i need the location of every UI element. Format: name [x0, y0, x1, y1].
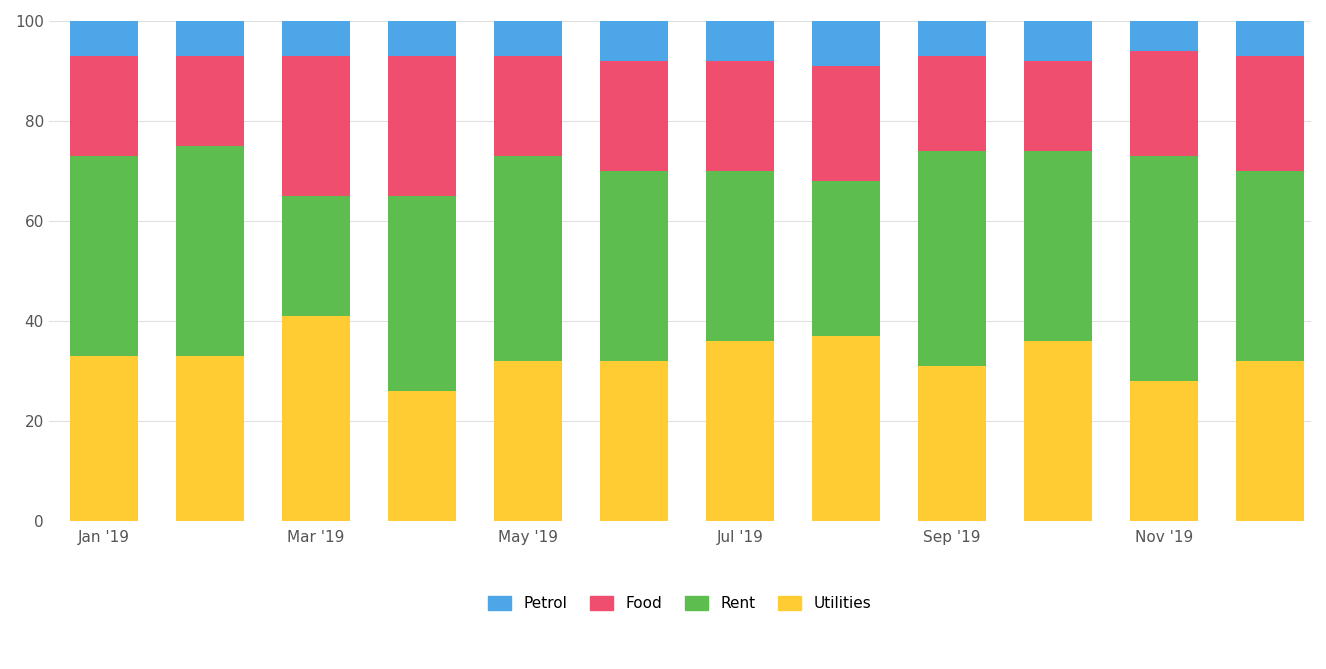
Bar — [1130, 156, 1164, 381]
Bar — [316, 316, 350, 520]
Bar — [707, 341, 740, 520]
Bar — [813, 66, 846, 181]
Bar — [70, 356, 105, 520]
Bar — [282, 21, 316, 56]
Bar — [176, 56, 210, 146]
Bar — [846, 21, 880, 66]
Bar — [952, 366, 985, 520]
Bar — [528, 21, 562, 56]
Bar — [707, 61, 740, 171]
Bar — [601, 61, 634, 171]
Bar — [105, 21, 138, 56]
Bar — [1164, 21, 1197, 51]
Bar — [952, 21, 985, 56]
Bar — [634, 171, 668, 361]
Bar — [707, 21, 740, 61]
Bar — [210, 21, 244, 56]
Bar — [389, 21, 422, 56]
Bar — [1130, 51, 1164, 156]
Bar — [1058, 61, 1091, 151]
Bar — [1025, 21, 1058, 61]
Bar — [70, 156, 105, 356]
Bar — [1130, 21, 1164, 51]
Bar — [1236, 361, 1270, 520]
Bar — [282, 56, 316, 196]
Bar — [740, 61, 774, 171]
Bar — [422, 391, 456, 520]
Bar — [105, 356, 138, 520]
Bar — [316, 196, 350, 316]
Bar — [634, 361, 668, 520]
Bar — [919, 56, 952, 151]
Bar — [528, 361, 562, 520]
Bar — [389, 56, 422, 196]
Bar — [1236, 21, 1270, 56]
Bar — [1164, 381, 1197, 520]
Bar — [316, 21, 350, 56]
Bar — [105, 156, 138, 356]
Bar — [846, 336, 880, 520]
Bar — [1164, 156, 1197, 381]
Bar — [1025, 61, 1058, 151]
Bar — [528, 156, 562, 361]
Bar — [316, 56, 350, 196]
Bar — [1270, 361, 1303, 520]
Bar — [1270, 56, 1303, 171]
Bar — [740, 171, 774, 341]
Bar — [70, 21, 105, 56]
Bar — [919, 366, 952, 520]
Bar — [495, 156, 528, 361]
Bar — [601, 21, 634, 61]
Bar — [740, 341, 774, 520]
Bar — [210, 56, 244, 146]
Bar — [952, 56, 985, 151]
Bar — [495, 56, 528, 156]
Bar — [919, 151, 952, 366]
Bar — [210, 146, 244, 356]
Bar — [601, 361, 634, 520]
Bar — [1058, 21, 1091, 61]
Bar — [389, 196, 422, 391]
Legend: Petrol, Food, Rent, Utilities: Petrol, Food, Rent, Utilities — [481, 588, 879, 619]
Bar — [1164, 51, 1197, 156]
Bar — [422, 56, 456, 196]
Bar — [282, 316, 316, 520]
Bar — [707, 171, 740, 341]
Bar — [846, 66, 880, 181]
Bar — [919, 21, 952, 56]
Bar — [813, 181, 846, 336]
Bar — [1025, 341, 1058, 520]
Bar — [813, 336, 846, 520]
Bar — [105, 56, 138, 156]
Bar — [176, 21, 210, 56]
Bar — [1025, 151, 1058, 341]
Bar — [528, 56, 562, 156]
Bar — [1236, 56, 1270, 171]
Bar — [422, 21, 456, 56]
Bar — [1236, 171, 1270, 361]
Bar — [495, 361, 528, 520]
Bar — [422, 196, 456, 391]
Bar — [389, 391, 422, 520]
Bar — [1270, 21, 1303, 56]
Bar — [176, 356, 210, 520]
Bar — [634, 21, 668, 61]
Bar — [952, 151, 985, 366]
Bar — [1058, 151, 1091, 341]
Bar — [210, 356, 244, 520]
Bar — [601, 171, 634, 361]
Bar — [1270, 171, 1303, 361]
Bar — [740, 21, 774, 61]
Bar — [176, 146, 210, 356]
Bar — [634, 61, 668, 171]
Bar — [282, 196, 316, 316]
Bar — [813, 21, 846, 66]
Bar — [70, 56, 105, 156]
Bar — [495, 21, 528, 56]
Bar — [846, 181, 880, 336]
Bar — [1058, 341, 1091, 520]
Bar — [1130, 381, 1164, 520]
